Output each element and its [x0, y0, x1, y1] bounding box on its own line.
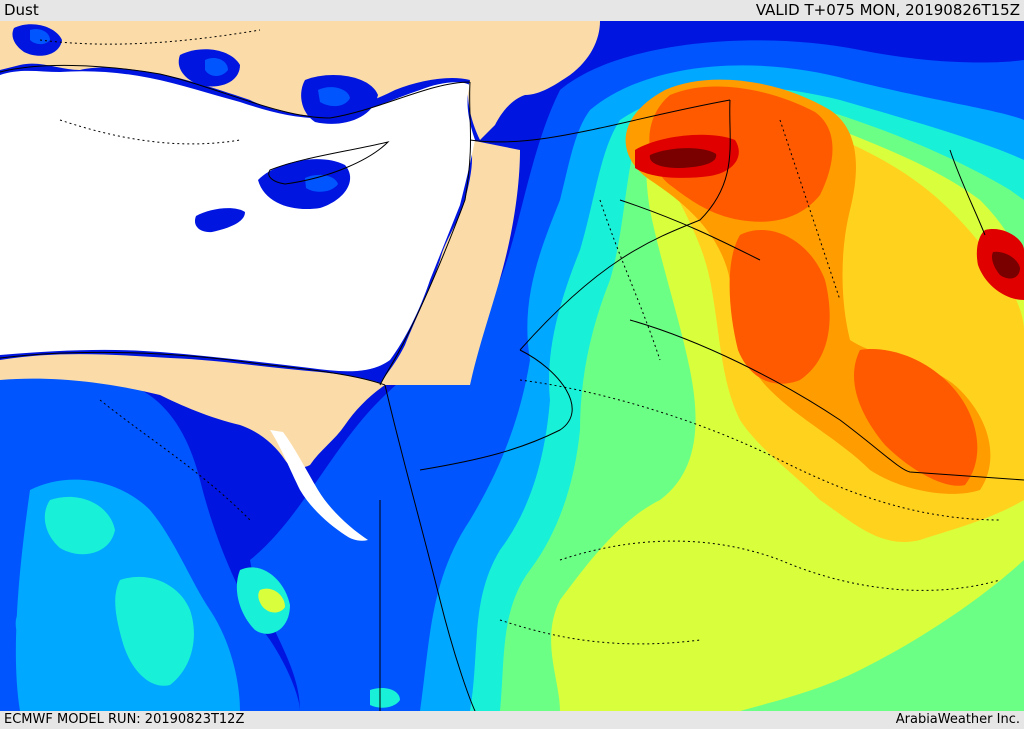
dust-sea-patch-4: [194, 208, 245, 233]
land-anatolia: [0, 21, 600, 140]
dust-sea-patch-centers: [30, 29, 350, 192]
dust-contour-level-12: [649, 148, 1020, 279]
map-title: Dust: [4, 1, 39, 19]
land-levant: [380, 140, 520, 385]
sea-red-sea-suez: [270, 430, 368, 541]
dust-contour-egypt-level-7: [258, 588, 285, 613]
credit-label: ArabiaWeather Inc.: [895, 712, 1020, 727]
land-north-egypt: [0, 354, 385, 468]
model-run-label: ECMWF MODEL RUN: 20190823T12Z: [4, 712, 245, 727]
province-boundaries: [39, 29, 1001, 645]
political-borders: [0, 64, 1024, 711]
dust-sea-patch-3: [258, 159, 351, 210]
footer-bar: ECMWF MODEL RUN: 20190823T12Z ArabiaWeat…: [0, 711, 1024, 729]
dust-forecast-map: [0, 21, 1024, 711]
valid-time-label: VALID T+075 MON, 20190826T15Z: [755, 1, 1020, 19]
header-bar: Dust VALID T+075 MON, 20190826T15Z: [0, 0, 1024, 21]
dust-contour-level-10: [649, 86, 978, 486]
dust-contour-egypt-level-5: [44, 496, 400, 708]
